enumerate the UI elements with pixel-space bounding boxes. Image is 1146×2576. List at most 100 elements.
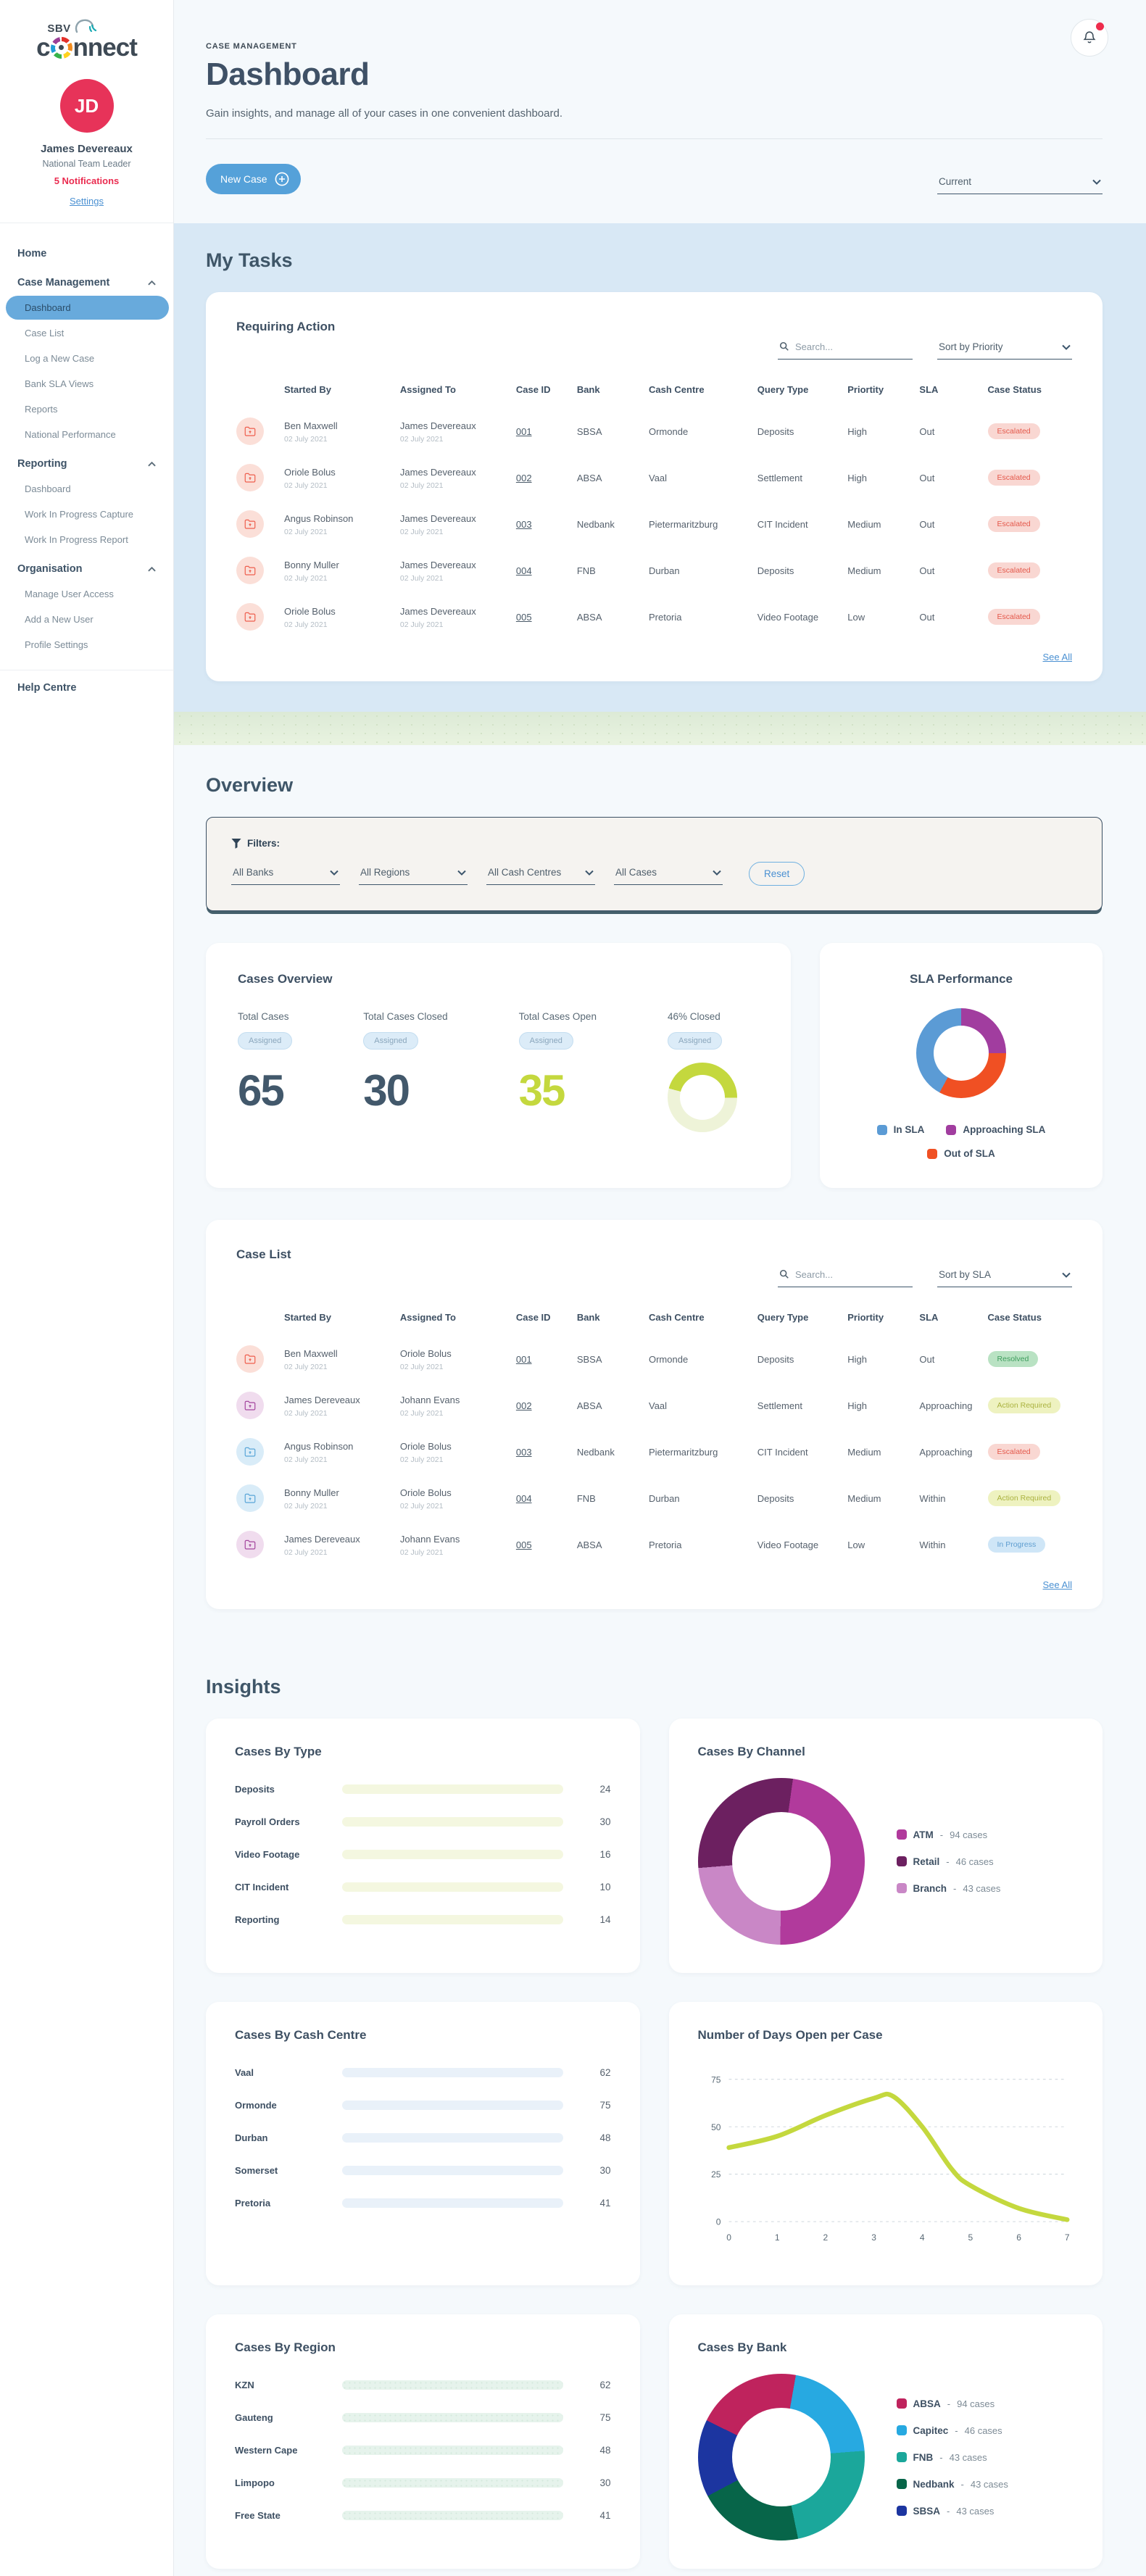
case-id-link[interactable]: 004 [515, 565, 532, 576]
sidebar-item[interactable]: Reports [25, 404, 58, 415]
sidebar-item[interactable]: Add a New User [25, 614, 94, 625]
started-by-cell: James Dereveaux 02 July 2021 [284, 1394, 360, 1418]
tasks-search-input[interactable] [795, 341, 911, 352]
sla-donut-chart [916, 1008, 1006, 1098]
filter-select[interactable]: All Cases [614, 863, 723, 885]
bar-track [342, 2446, 563, 2455]
case-id-link[interactable]: 004 [515, 1492, 532, 1504]
case-id-link[interactable]: 002 [515, 1400, 532, 1411]
case-list-see-all-link[interactable]: See All [1042, 1579, 1072, 1590]
sidebar-item[interactable]: Dashboard [25, 483, 71, 494]
started-by-cell: Ben Maxwell 02 July 2021 [284, 420, 338, 444]
assigned-to-cell: James Devereaux 02 July 2021 [399, 559, 476, 583]
assigned-to-cell: James Devereaux 02 July 2021 [399, 466, 476, 490]
legend-item: FNB - 43 cases [896, 2452, 1008, 2463]
legend-swatch [896, 2479, 907, 2489]
filter-select[interactable]: All Regions [359, 863, 468, 885]
assigned-badge: Assigned [518, 1032, 573, 1050]
case-folder-bubble [236, 557, 264, 584]
header-actions: New Case Current [206, 164, 1103, 223]
query-type-cell: Settlement [757, 472, 802, 483]
sidebar-item-help-centre[interactable]: Help Centre [17, 682, 77, 694]
chevron-up-icon [148, 566, 156, 571]
assigned-to-cell: Oriole Bolus 02 July 2021 [399, 1487, 452, 1511]
started-by-cell: Oriole Bolus 02 July 2021 [284, 605, 336, 629]
case-list-search-input[interactable] [795, 1268, 911, 1280]
notification-bell-button[interactable] [1071, 19, 1108, 57]
sidebar-item[interactable]: Dashboard [6, 296, 169, 320]
column-header: Priortity [847, 384, 884, 395]
query-type-cell: Deposits [757, 565, 794, 576]
case-id-link[interactable]: 002 [515, 472, 532, 483]
stat-value: 65 [238, 1066, 285, 1115]
nav-group-title-case-management[interactable]: Case Management [0, 267, 173, 294]
priority-cell: Medium [847, 518, 881, 530]
sidebar-item[interactable]: Profile Settings [25, 639, 88, 650]
new-case-button[interactable]: New Case [206, 164, 301, 194]
assigned-to-cell: Oriole Bolus 02 July 2021 [399, 1347, 452, 1371]
case-id-link[interactable]: 003 [515, 518, 532, 530]
query-type-cell: CIT Incident [757, 518, 808, 530]
cash-centre-cell: Pietermaritzburg [648, 518, 718, 530]
period-select[interactable]: Current [937, 172, 1103, 194]
insights-heading: Insights [206, 1676, 281, 1698]
filter-select[interactable]: All Banks [231, 863, 340, 885]
case-folder-bubble [236, 417, 264, 445]
folder-icon [244, 1540, 256, 1550]
filters-card: Filters: All Banks All Regions All Cash … [206, 817, 1103, 911]
sidebar-item[interactable]: Case List [25, 328, 65, 338]
legend-item: ABSA - 94 cases [896, 2398, 1008, 2409]
settings-link[interactable]: Settings [70, 196, 104, 207]
case-id-link[interactable]: 003 [515, 1446, 532, 1458]
priority-cell: Low [847, 611, 865, 623]
started-by-cell: Angus Robinson 02 July 2021 [284, 1440, 354, 1464]
sidebar-item[interactable]: National Performance [25, 429, 116, 440]
case-status-cell: Escalated [987, 516, 1072, 532]
filter-select[interactable]: All Cash Centres [486, 863, 595, 885]
bar-row: Western Cape 48 [235, 2445, 611, 2456]
nav-group-title-organisation[interactable]: Organisation [0, 553, 173, 581]
case-id-link[interactable]: 001 [515, 1353, 532, 1365]
legend-swatch [927, 1148, 938, 1159]
case-list-card: Case List Sort by SLA Start [206, 1220, 1103, 1609]
tasks-see-all-link[interactable]: See All [1042, 652, 1072, 662]
cash-centre-cell: Pretoria [648, 611, 682, 623]
sidebar-item[interactable]: Log a New Case [25, 353, 95, 364]
svg-text:6: 6 [1016, 2232, 1021, 2243]
cases-by-type-card: Cases By Type Deposits 24 Payroll Orders… [206, 1719, 640, 1973]
case-id-link[interactable]: 005 [515, 611, 532, 623]
svg-text:1: 1 [774, 2232, 779, 2243]
nav-group-title-reporting[interactable]: Reporting [0, 448, 173, 475]
case-id-link[interactable]: 005 [515, 1539, 532, 1550]
sidebar-item[interactable]: Work In Progress Report [25, 534, 128, 545]
case-list-sort-select[interactable]: Sort by SLA [937, 1265, 1072, 1287]
bar-row: Free State 41 [235, 2510, 611, 2521]
assigned-to-cell: Johann Evans 02 July 2021 [399, 1533, 460, 1557]
sidebar-item[interactable]: Bank SLA Views [25, 378, 94, 389]
bar-track [342, 1882, 563, 1892]
tasks-sort-select[interactable]: Sort by Priority [937, 337, 1072, 360]
page-subtitle: Gain insights, and manage all of your ca… [206, 107, 562, 120]
column-header: Cash Centre [648, 384, 705, 395]
case-id-link[interactable]: 001 [515, 425, 532, 437]
filters-label: Filters: [231, 838, 1077, 849]
sidebar-item[interactable]: Manage User Access [25, 589, 114, 599]
user-profile: JD James Devereaux National Team Leader … [0, 79, 173, 223]
stat-block: 46% Closed Assigned [667, 1011, 737, 1132]
status-badge: Escalated [987, 516, 1040, 532]
table-row: Oriole Bolus 02 July 2021 James Devereaux… [236, 454, 1072, 501]
table-row: Ben Maxwell 02 July 2021 Oriole Bolus 02 J… [236, 1336, 1072, 1382]
bar-track [342, 2068, 563, 2077]
user-name: James Devereaux [41, 143, 133, 155]
column-header: Case ID [515, 1312, 551, 1323]
legend-item: Retail - 46 cases [896, 1856, 1001, 1867]
sidebar-item-home[interactable]: Home [17, 248, 47, 259]
bank-cell: ABSA [576, 1400, 602, 1411]
sidebar-item[interactable]: Work In Progress Capture [25, 509, 134, 520]
case-folder-bubble [236, 510, 264, 538]
reset-filters-button[interactable]: Reset [749, 862, 805, 886]
priority-cell: Medium [847, 1446, 881, 1458]
svg-text:3: 3 [871, 2232, 876, 2243]
case-status-cell: Escalated [987, 609, 1072, 625]
bank-cell: ABSA [576, 1539, 602, 1550]
